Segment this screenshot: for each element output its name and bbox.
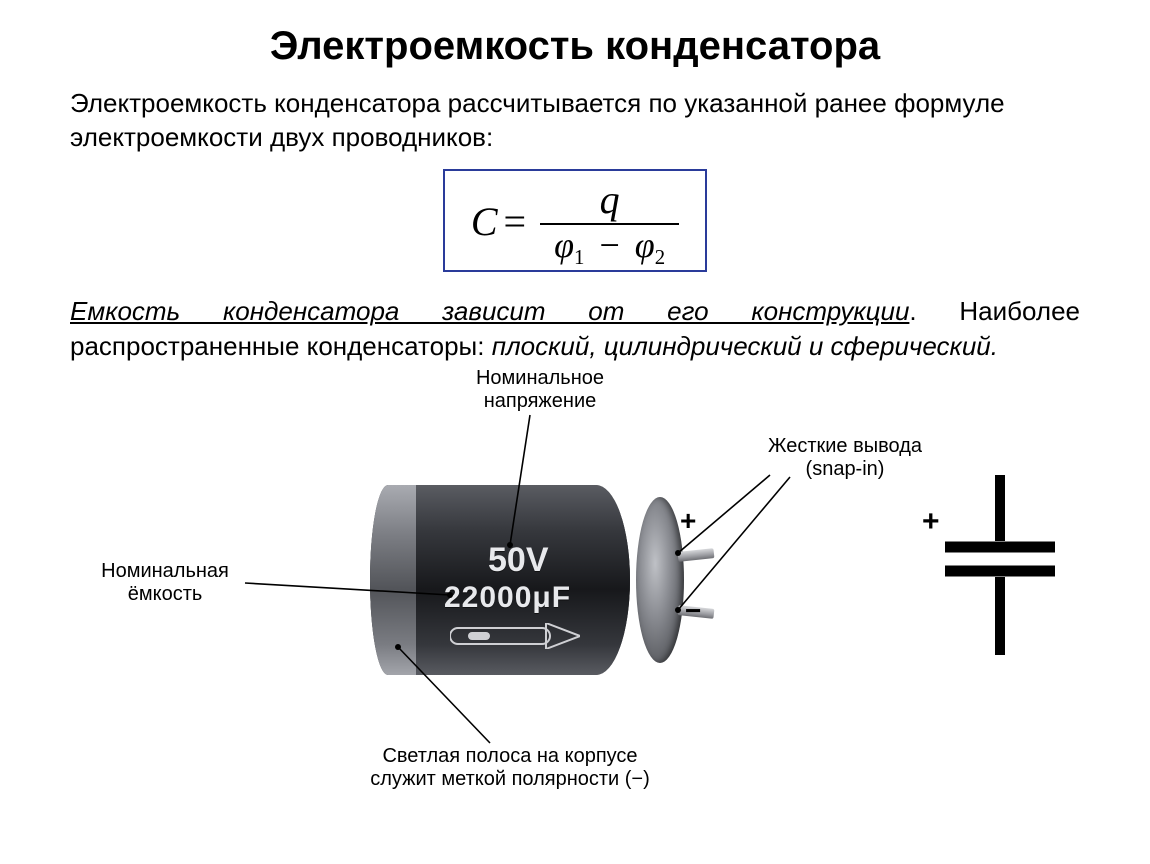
underlined-text: Емкость конденсатора зависит от его конс… [70, 296, 909, 326]
fraction: q φ1 − φ2 [540, 179, 679, 265]
phi-symbol-1: φ [554, 225, 574, 265]
phi-symbol-2: φ [635, 225, 655, 265]
phi2: φ2 [635, 225, 665, 265]
equals-sign: = [504, 198, 527, 245]
subscript-1: 1 [574, 245, 584, 269]
capacitor-schematic-symbol [940, 475, 1060, 655]
leader-lines [70, 365, 1080, 795]
slide: Электроемкость конденсатора Электроемкос… [0, 0, 1150, 864]
denominator: φ1 − φ2 [540, 223, 679, 265]
formula-container: C = q φ1 − φ2 [70, 169, 1080, 273]
subscript-2: 2 [655, 245, 665, 269]
intro-paragraph: Электроемкость конденсатора рассчитывает… [70, 87, 1080, 155]
body-paragraph: Емкость конденсатора зависит от его конс… [70, 294, 1080, 364]
diagram-area: Номинальное напряжение Жесткие вывода (s… [70, 365, 1080, 795]
minus-sign: − [599, 225, 619, 265]
phi1: φ1 [554, 225, 584, 265]
formula-box: C = q φ1 − φ2 [443, 169, 707, 273]
numerator: q [586, 179, 634, 223]
page-title: Электроемкость конденсатора [70, 24, 1080, 69]
schematic-plus: + [922, 505, 940, 539]
capacitor-types: плоский, цилиндрический и сферический. [492, 331, 998, 361]
formula-lhs: C [471, 198, 498, 245]
